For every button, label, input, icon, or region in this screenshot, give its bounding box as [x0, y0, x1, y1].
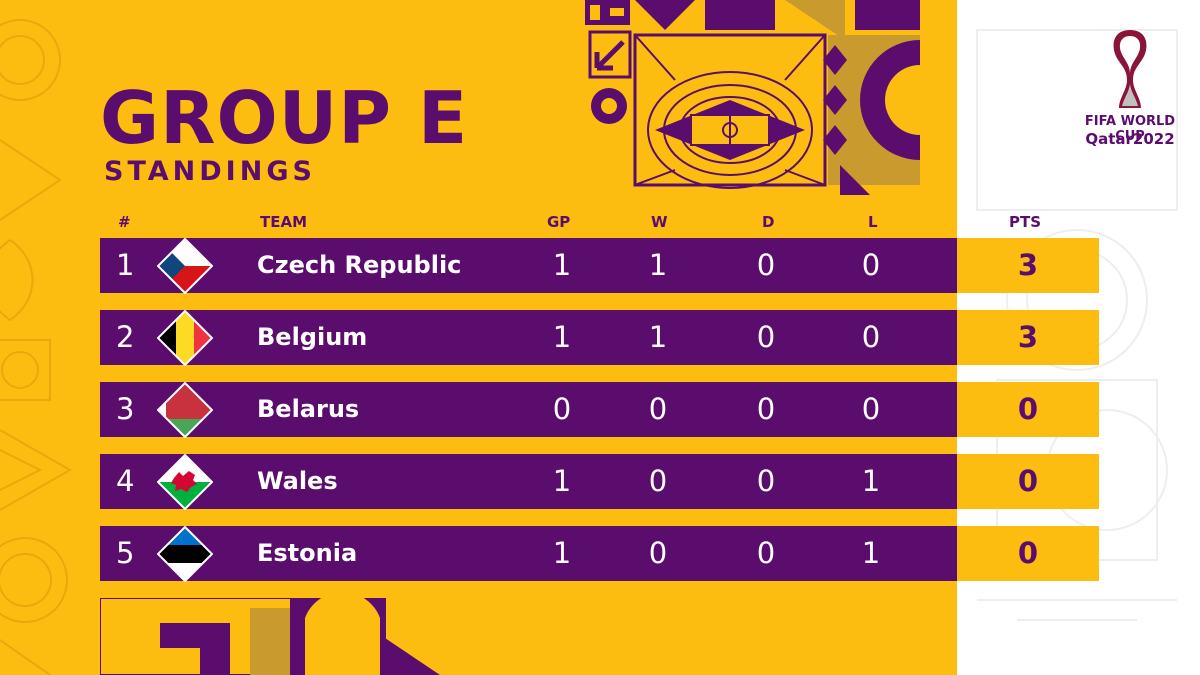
- position-cell: 4: [116, 464, 135, 498]
- top-artwork-pattern: [585, 0, 920, 195]
- gp-cell: 1: [552, 536, 572, 570]
- graphic-background: GROUP E STANDINGS # TEAM GP W D L 1 Czec…: [0, 0, 957, 675]
- points-cell-box: 0: [957, 526, 1099, 581]
- table-row: 5 Estonia 1 0 0 1: [100, 526, 957, 582]
- points-cell: 3: [1017, 248, 1039, 282]
- d-cell: 0: [756, 320, 776, 354]
- logo-text-line2: Qatar2022: [1085, 130, 1175, 148]
- gp-cell: 1: [552, 464, 572, 498]
- header-w: W: [651, 213, 668, 231]
- table-row: 2 Belgium 1 1 0 0: [100, 310, 957, 366]
- world-cup-trophy-icon: [1113, 30, 1147, 108]
- w-cell: 1: [648, 248, 668, 282]
- d-cell: 0: [756, 536, 776, 570]
- page-title: GROUP E: [100, 76, 469, 160]
- table-row: 4 Wales 1 0 0 1: [100, 454, 957, 510]
- position-cell: 5: [116, 536, 135, 570]
- team-name: Estonia: [257, 539, 358, 567]
- team-name: Belarus: [257, 395, 360, 423]
- header-position: #: [118, 213, 131, 231]
- bottom-artwork-pattern: [100, 598, 440, 675]
- points-cell: 0: [1017, 536, 1039, 570]
- position-cell: 2: [116, 320, 135, 354]
- logo-text-line1: FIFA WORLD CUP: [1084, 114, 1176, 144]
- d-cell: 0: [756, 464, 776, 498]
- d-cell: 0: [756, 392, 776, 426]
- belarus-flag-icon: [157, 382, 213, 438]
- points-cell-box: 3: [957, 238, 1099, 293]
- header-pts: PTS: [1009, 213, 1042, 231]
- position-cell: 1: [116, 248, 135, 282]
- w-cell: 1: [648, 320, 668, 354]
- points-cell-box: 0: [957, 382, 1099, 437]
- l-cell: 0: [861, 248, 881, 282]
- d-cell: 0: [756, 248, 776, 282]
- w-cell: 0: [648, 392, 668, 426]
- header-gp: GP: [547, 213, 571, 231]
- l-cell: 1: [861, 464, 881, 498]
- points-cell-box: 0: [957, 454, 1099, 509]
- w-cell: 0: [648, 536, 668, 570]
- wales-flag-icon: [157, 454, 213, 510]
- table-row: 1 Czech Republic 1 1 0 0: [100, 238, 957, 294]
- points-cell-box: 3: [957, 310, 1099, 365]
- points-cell: 0: [1017, 464, 1039, 498]
- l-cell: 0: [861, 392, 881, 426]
- points-cell: 0: [1017, 392, 1039, 426]
- w-cell: 0: [648, 464, 668, 498]
- team-name: Wales: [257, 467, 338, 495]
- gp-cell: 1: [552, 320, 572, 354]
- team-name: Czech Republic: [257, 251, 462, 279]
- belgium-flag-icon: [157, 310, 213, 366]
- czech-republic-flag-icon: [157, 238, 213, 294]
- estonia-flag-icon: [157, 526, 213, 582]
- header-d: D: [762, 213, 775, 231]
- team-name: Belgium: [257, 323, 368, 351]
- page-subtitle: STANDINGS: [104, 156, 316, 187]
- l-cell: 1: [861, 536, 881, 570]
- table-row: 3 Belarus 0 0 0 0: [100, 382, 957, 438]
- header-l: L: [868, 213, 878, 231]
- l-cell: 0: [861, 320, 881, 354]
- points-cell: 3: [1017, 320, 1039, 354]
- gp-cell: 1: [552, 248, 572, 282]
- gp-cell: 0: [552, 392, 572, 426]
- position-cell: 3: [116, 392, 135, 426]
- left-ornament-pattern: [0, 19, 73, 675]
- header-team: TEAM: [260, 213, 308, 231]
